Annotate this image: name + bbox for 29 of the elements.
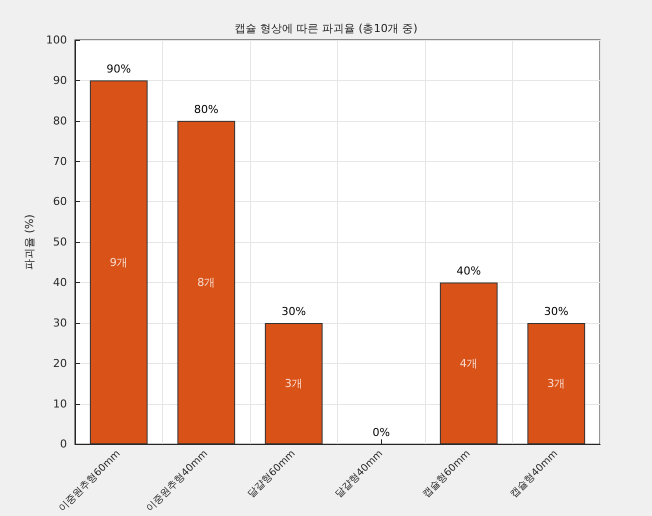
y-tick-label: 20 <box>53 356 67 370</box>
y-axis-title: 파괴율 (%) <box>23 214 36 270</box>
y-tick-label: 40 <box>53 276 67 290</box>
bar <box>90 80 148 444</box>
annotation: 9개 <box>110 256 128 269</box>
bar <box>264 322 323 444</box>
bar <box>177 120 236 444</box>
data-label: 30% <box>282 304 306 318</box>
bar <box>527 322 586 444</box>
annotation: 3개 <box>284 377 303 390</box>
data-label: 40% <box>456 264 481 278</box>
annotation: 4개 <box>460 356 478 370</box>
y-tick-label: 80 <box>53 114 67 128</box>
data-label: 90% <box>106 62 131 76</box>
y-tick-label: 10 <box>53 397 67 410</box>
data-label: 30% <box>544 304 568 318</box>
y-tick-label: 70 <box>53 154 67 168</box>
annotation: 3개 <box>547 377 566 390</box>
y-tick-label: 30 <box>53 316 67 330</box>
data-label: 80% <box>194 102 218 116</box>
y-tick-label: 0 <box>60 438 67 451</box>
bar <box>440 282 498 444</box>
y-tick-label: 50 <box>53 236 67 249</box>
y-tick-label: 100 <box>46 34 67 46</box>
y-tick-label: 90 <box>53 74 67 87</box>
data-label: 0% <box>372 426 390 440</box>
y-tick-label: 60 <box>53 195 67 208</box>
chart-title: 캡슐 형상에 따른 파괴율 (총10개 중) <box>234 22 418 35</box>
annotation: 8개 <box>197 276 216 290</box>
